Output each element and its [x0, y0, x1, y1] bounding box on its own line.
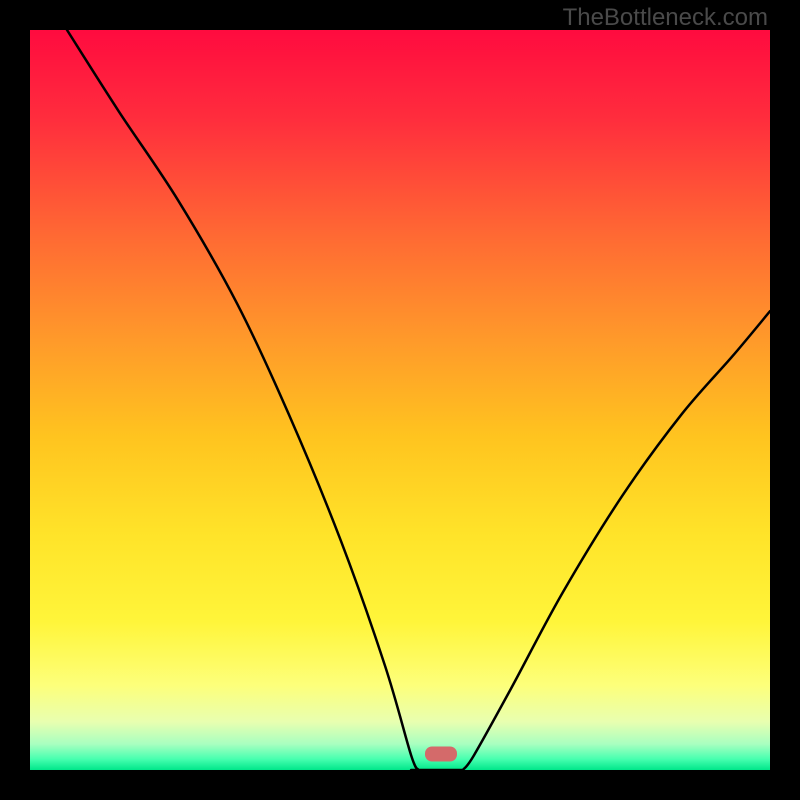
- optimum-marker: [425, 746, 457, 761]
- plot-area: [30, 30, 770, 770]
- bottleneck-curve: [30, 30, 770, 770]
- watermark-text: TheBottleneck.com: [563, 4, 768, 32]
